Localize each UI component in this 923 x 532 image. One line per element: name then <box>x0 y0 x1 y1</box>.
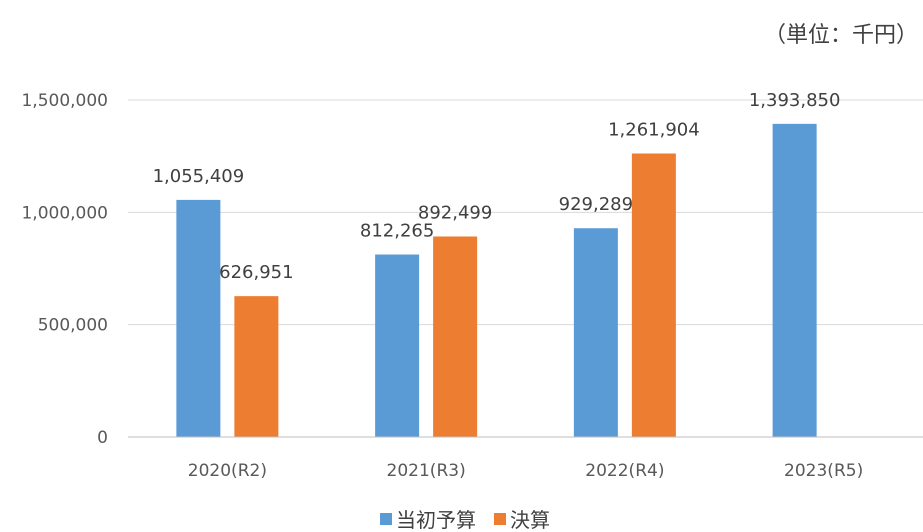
bar <box>234 296 279 437</box>
y-tick-label: 500,000 <box>38 316 108 336</box>
bar <box>433 236 478 437</box>
data-label: 892,499 <box>418 202 492 223</box>
data-label: 929,289 <box>559 194 633 215</box>
data-label: 1,261,904 <box>608 119 700 140</box>
x-tick-label: 2023(R5) <box>784 461 863 481</box>
y-axis-ticks: 0 500,000 1,000,000 1,500,000 <box>21 91 108 448</box>
x-tick-label: 2020(R2) <box>188 461 267 481</box>
y-tick-label: 0 <box>97 428 108 448</box>
data-label: 812,265 <box>360 221 434 242</box>
x-tick-label: 2022(R4) <box>585 461 664 481</box>
unit-label: （単位：千円） <box>764 23 918 48</box>
y-tick-label: 1,000,000 <box>21 203 108 223</box>
x-tick-label: 2021(R3) <box>387 461 466 481</box>
y-tick-label: 1,500,000 <box>21 91 108 111</box>
x-axis-ticks: 2020(R2) 2021(R3) 2022(R4) 2023(R5) <box>188 461 863 481</box>
bar <box>375 254 420 437</box>
legend-label: 当初予算 <box>396 508 476 532</box>
bar <box>631 153 676 437</box>
legend-swatch <box>380 513 392 525</box>
legend: 当初予算 決算 <box>380 508 550 532</box>
data-label: 1,393,850 <box>749 90 841 111</box>
bar <box>573 228 618 437</box>
legend-label: 決算 <box>510 508 550 532</box>
bar <box>176 199 221 437</box>
data-label: 626,951 <box>219 262 293 283</box>
data-label: 1,055,409 <box>153 166 245 187</box>
bars <box>176 123 817 438</box>
legend-swatch <box>494 513 506 525</box>
bar <box>772 123 817 438</box>
